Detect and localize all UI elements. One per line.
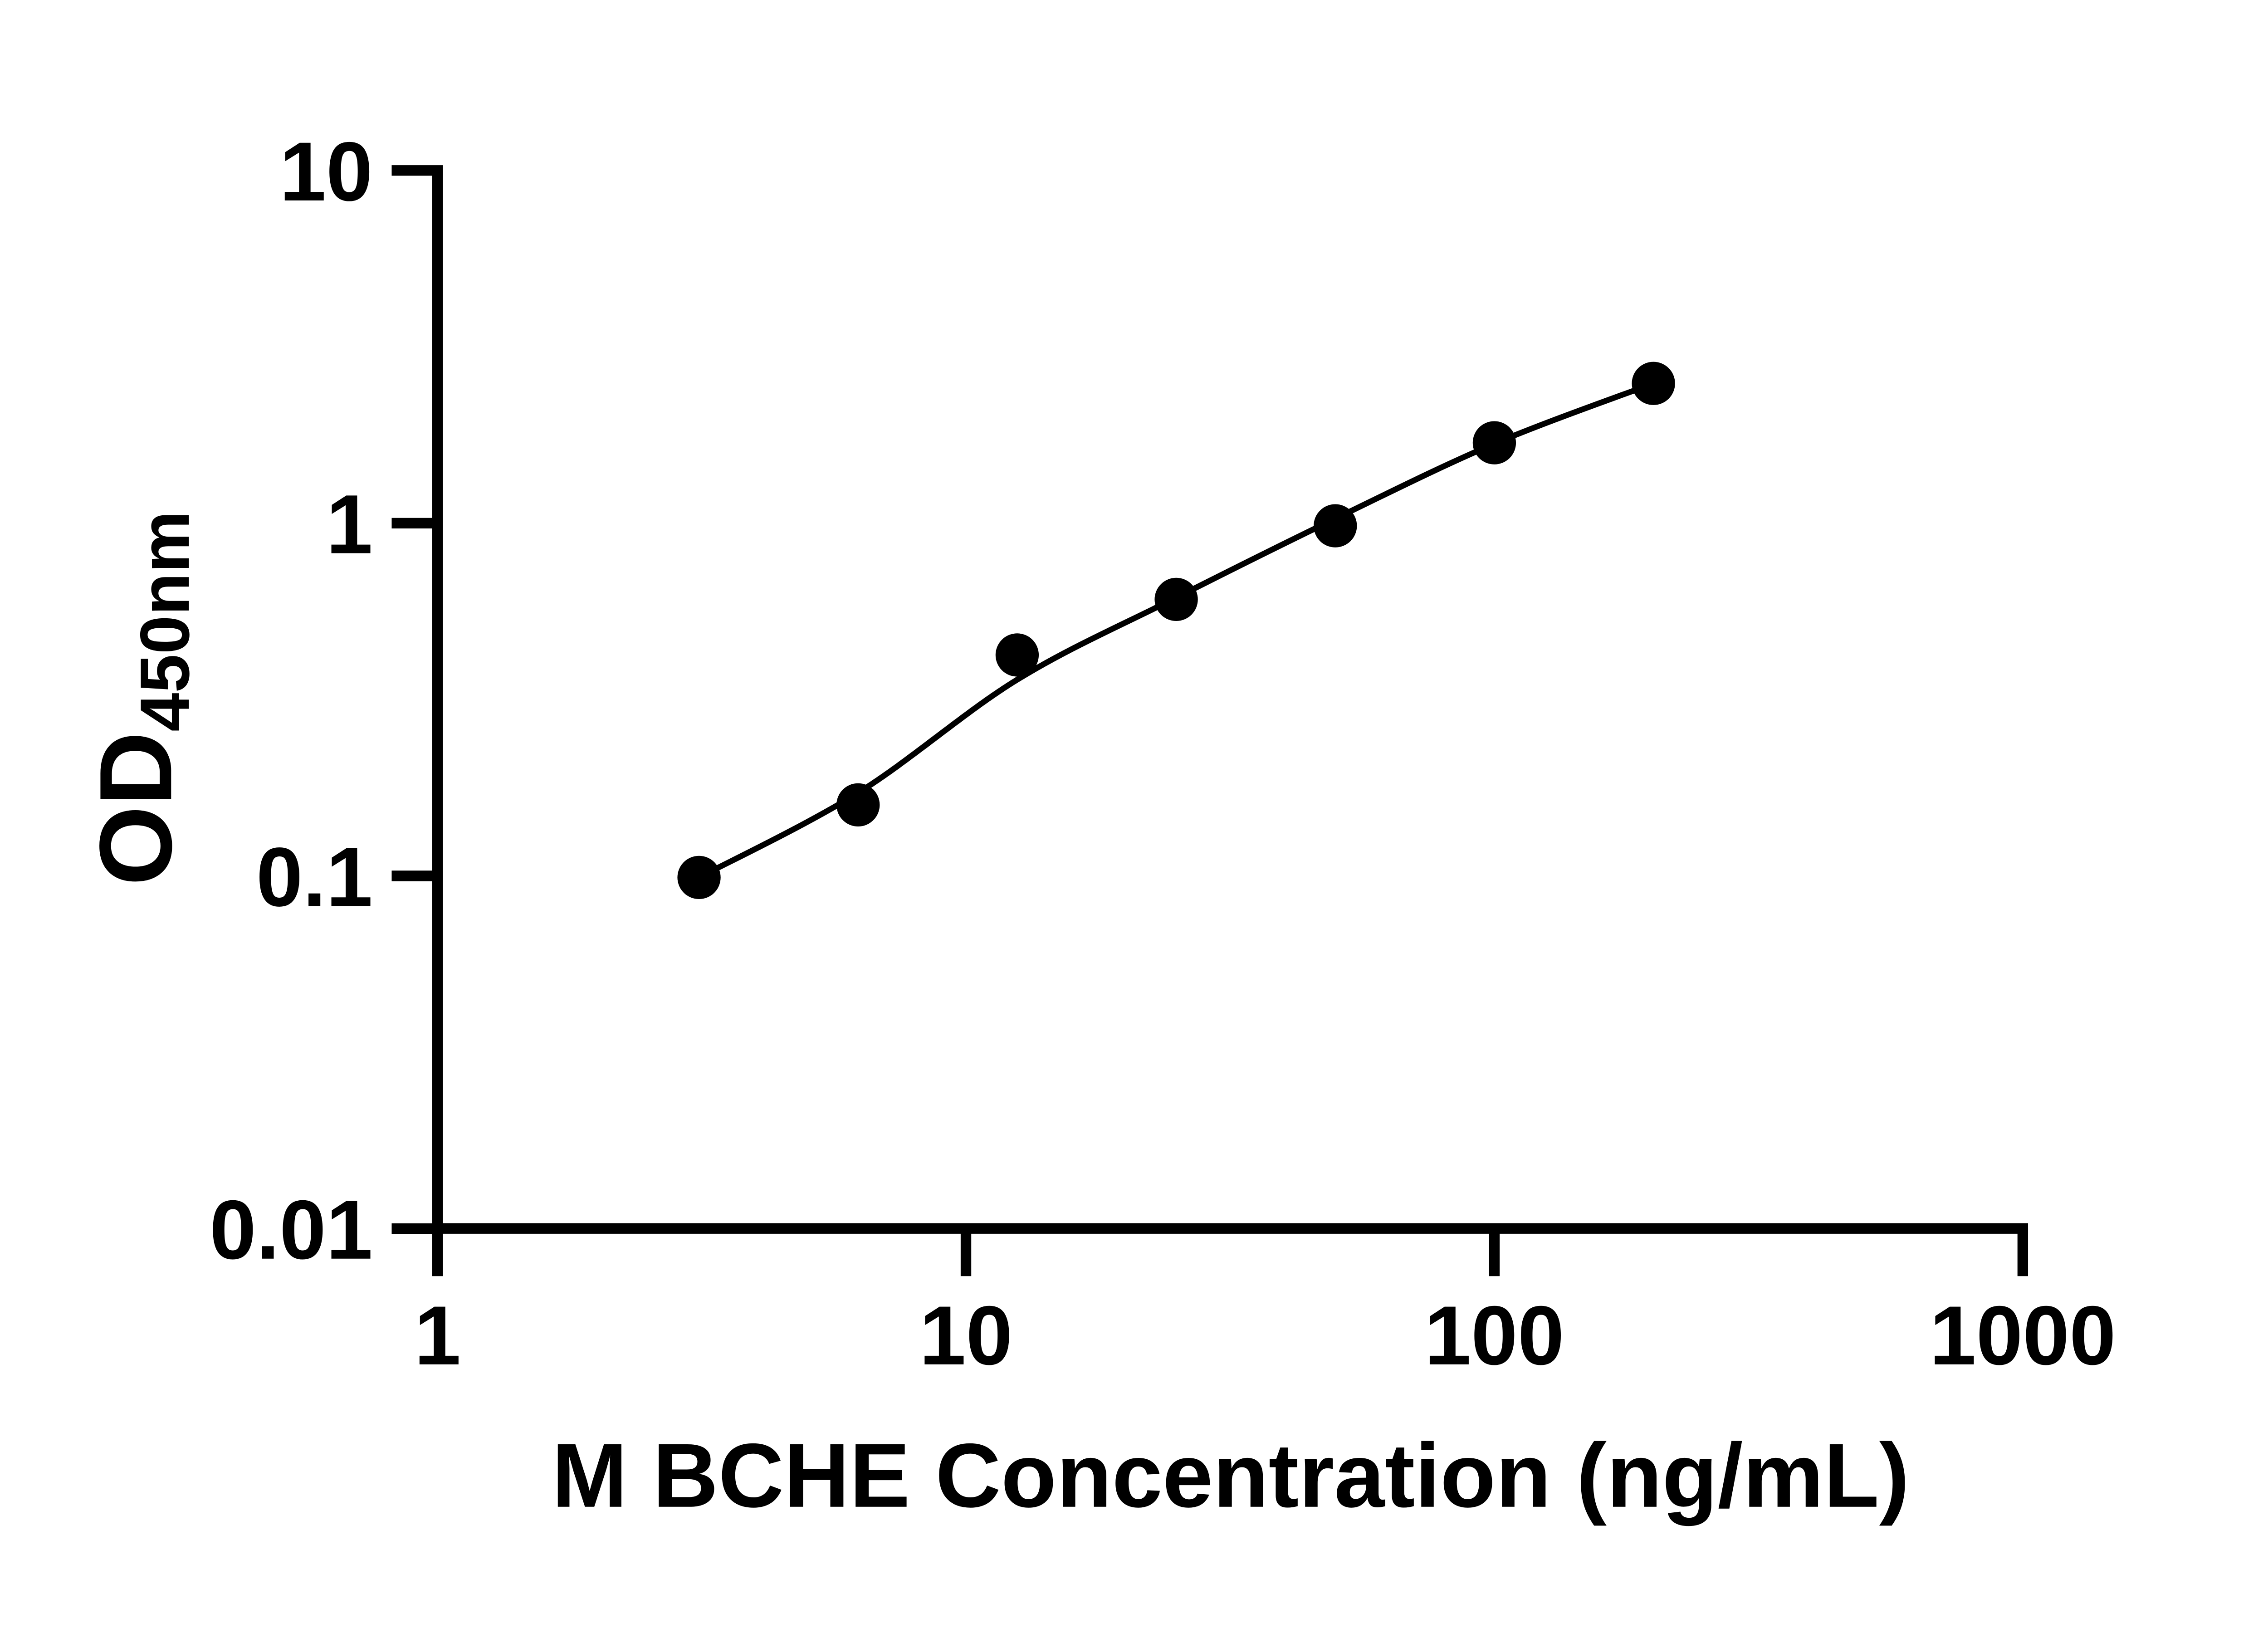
x-tick-label: 1000 [1930,1289,2116,1383]
data-point [1154,577,1198,621]
y-axis-title-subscript: 450nm [126,511,204,732]
x-tick-label: 10 [919,1289,1013,1383]
data-points-group [677,362,1675,900]
x-axis-ticks [432,1228,2028,1276]
data-point [1632,362,1675,405]
data-point [995,633,1039,677]
data-point [677,856,721,900]
y-tick-label: 1 [326,478,373,571]
data-point [836,783,880,827]
y-tick-label: 0.1 [256,831,373,924]
y-tick-label: 0.01 [210,1183,373,1277]
x-axis-title: M BCHE Concentration (ng/mL) [552,1425,1909,1526]
y-axis-tick-labels: 0.01 0.1 1 10 [210,125,373,1277]
x-axis-tick-labels: 1 10 100 1000 [414,1289,2116,1383]
y-axis-ticks [391,165,443,1234]
y-tick-label: 10 [279,125,373,219]
y-axis-title-main: OD [78,732,193,886]
data-point [1314,504,1357,548]
x-tick-label: 100 [1424,1289,1564,1383]
y-axis-title: OD450nm [78,511,204,886]
x-tick-label: 1 [414,1289,461,1383]
data-point [1472,421,1516,464]
axes [432,170,2028,1234]
